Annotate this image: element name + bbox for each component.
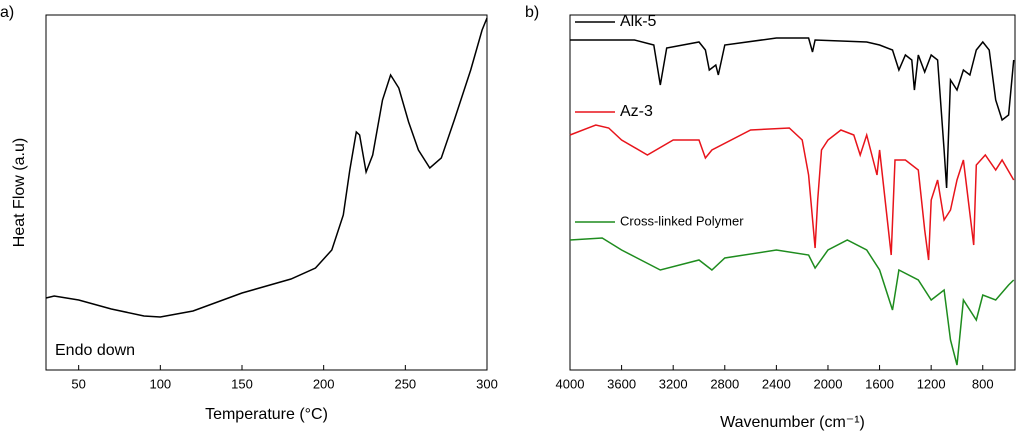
x-tick-label: 50 [71,376,85,391]
x-tick-label: 100 [149,376,171,391]
x-tick-label: 200 [313,376,335,391]
x-tick-label: 150 [231,376,253,391]
x-tick-label: 1600 [865,376,894,391]
x-tick-label: 3200 [659,376,688,391]
x-tick-label: 3600 [607,376,636,391]
y-axis-label: Heat Flow (a.u) [11,138,28,247]
x-tick-label: 250 [394,376,416,391]
plot-frame [45,14,488,371]
panel-label: a) [0,4,14,21]
x-tick-label: 2800 [710,376,739,391]
spectrum-line [45,17,488,318]
x-axis-label: Temperature (°C) [205,406,328,423]
spectrum-line [570,37,1015,189]
x-tick-label: 1200 [917,376,946,391]
spectrum-line [569,237,1015,366]
legend-label: Cross-linked Polymer [620,213,744,228]
x-tick-label: 4000 [556,376,585,391]
spectrum-line [569,124,1015,261]
legend-label: Az-3 [620,103,653,120]
x-tick-label: 2400 [762,376,791,391]
x-tick-label: 300 [476,376,498,391]
annotation: Endo down [55,342,135,359]
x-tick-label: 800 [972,376,994,391]
legend-label: Alk-5 [620,13,657,30]
x-axis-label: Wavenumber (cm⁻¹) [720,414,865,431]
plot-frame [569,14,1016,371]
x-tick-label: 2000 [814,376,843,391]
panel-label: b) [525,4,539,21]
